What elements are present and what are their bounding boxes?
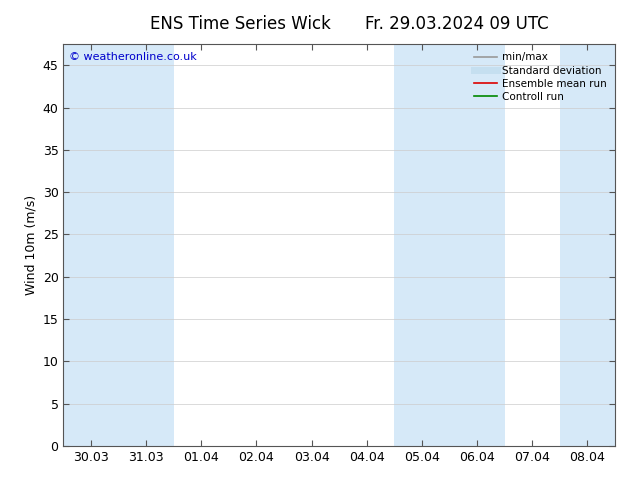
Legend: min/max, Standard deviation, Ensemble mean run, Controll run: min/max, Standard deviation, Ensemble me… xyxy=(470,49,610,105)
Text: Fr. 29.03.2024 09 UTC: Fr. 29.03.2024 09 UTC xyxy=(365,15,548,33)
Text: © weatheronline.co.uk: © weatheronline.co.uk xyxy=(69,52,197,62)
Bar xyxy=(560,44,615,446)
Bar xyxy=(394,44,505,446)
Bar xyxy=(63,44,174,446)
Text: ENS Time Series Wick: ENS Time Series Wick xyxy=(150,15,332,33)
Y-axis label: Wind 10m (m/s): Wind 10m (m/s) xyxy=(24,195,37,295)
